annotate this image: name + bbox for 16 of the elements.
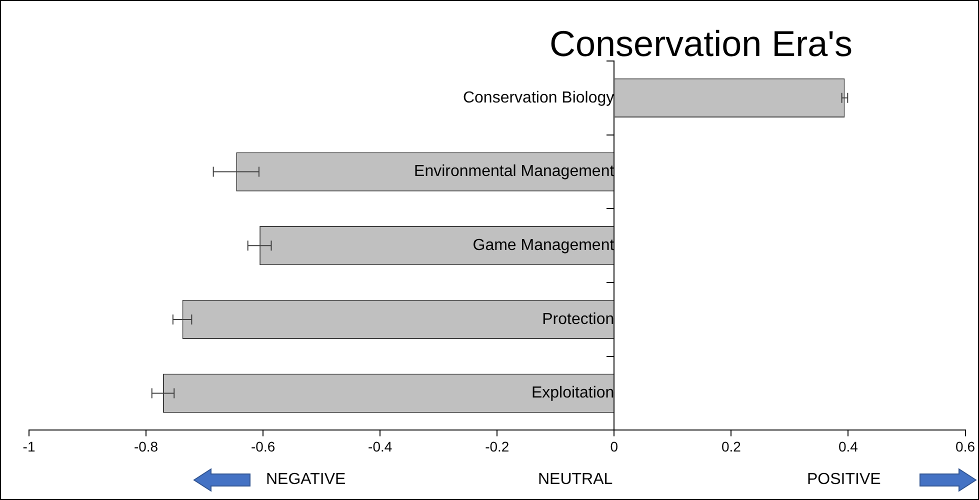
- x-tick-label: 0.4: [838, 438, 858, 454]
- x-tick-label: -0.6: [251, 438, 276, 454]
- y-tick-label: Conservation Biology: [462, 89, 614, 106]
- x-tick-label: 0: [610, 438, 618, 454]
- text: NEUTRAL: [538, 471, 613, 489]
- x-tick-label: -0.8: [134, 438, 158, 454]
- x-tick-label: -0.2: [485, 438, 510, 454]
- x-tick-label: -0.4: [368, 438, 392, 454]
- text: POSITIVE: [807, 471, 881, 489]
- y-tick-label: Exploitation: [531, 384, 614, 402]
- x-tick-label: 0.2: [721, 438, 742, 454]
- x-tick-label: 0.6: [956, 438, 976, 454]
- x-tick-label: -1: [22, 438, 36, 454]
- text: NEGATIVE: [266, 471, 346, 489]
- y-tick-label: Protection: [542, 310, 614, 328]
- chart-title: Conservation Era's: [549, 22, 853, 64]
